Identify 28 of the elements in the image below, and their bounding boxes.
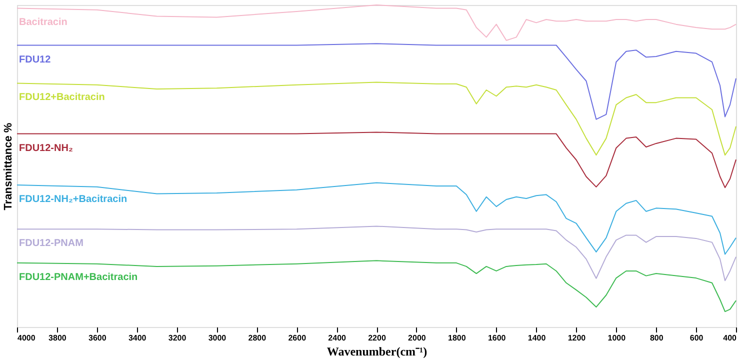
y-axis-title: Transmittance % (2, 122, 14, 210)
series-label: FDU12 (19, 54, 52, 66)
x-tick-label: 4000 (18, 334, 36, 342)
x-axis-title: Wavenumber(cm⁻¹) (326, 344, 428, 358)
x-tick-label: 2000 (408, 334, 426, 342)
x-tick-label: 1200 (568, 334, 586, 342)
x-tick-label: 800 (650, 334, 664, 342)
series-label: FDU12-NH₂+Bacitracin (19, 194, 128, 205)
series-label: Bacitracin (19, 17, 68, 28)
x-tick-label: 2400 (328, 334, 347, 342)
x-tick-label: 2800 (248, 334, 267, 342)
x-tick-label: 3200 (168, 334, 187, 342)
x-tick-label: 1600 (488, 334, 506, 342)
x-tick-label: 1800 (448, 334, 466, 342)
series-label: FDU12-PNAM+Bacitracin (19, 272, 138, 283)
x-tick-label: 3800 (48, 334, 67, 342)
x-tick-label: 400 (723, 334, 738, 342)
x-tick-label: 1400 (528, 334, 546, 342)
x-tick-label: 2600 (288, 334, 307, 342)
x-tick-label: 2200 (368, 334, 386, 342)
x-tick-label: 1000 (608, 334, 626, 342)
x-tick-label: 600 (690, 334, 704, 342)
series-label: FDU12-NH₂ (19, 142, 73, 154)
x-tick-label: 3000 (208, 334, 227, 342)
series-label: FDU12+Bacitracin (19, 92, 105, 104)
x-tick-label: 3400 (128, 334, 147, 342)
x-tick-label: 3600 (88, 334, 107, 342)
series-label: FDU12-PNAM (19, 238, 84, 250)
